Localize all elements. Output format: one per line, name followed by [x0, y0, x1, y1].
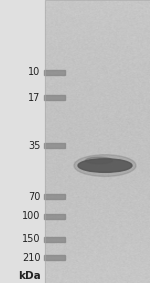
Ellipse shape [85, 157, 112, 164]
Text: 17: 17 [28, 93, 40, 103]
Bar [44, 143, 64, 148]
Bar [44, 194, 64, 199]
Bar [44, 237, 64, 242]
Ellipse shape [74, 155, 136, 176]
Bar [44, 214, 64, 219]
Text: 100: 100 [22, 211, 40, 222]
Bar [44, 255, 64, 260]
Bar [45, 0, 150, 283]
Bar [44, 70, 64, 75]
Ellipse shape [78, 159, 132, 172]
Text: kDa: kDa [18, 271, 40, 281]
Text: 10: 10 [28, 67, 40, 77]
Text: 150: 150 [22, 234, 40, 244]
Text: 70: 70 [28, 192, 40, 202]
Bar [45, 0, 150, 283]
Text: 210: 210 [22, 252, 40, 263]
Text: 35: 35 [28, 141, 40, 151]
Bar [44, 95, 64, 100]
